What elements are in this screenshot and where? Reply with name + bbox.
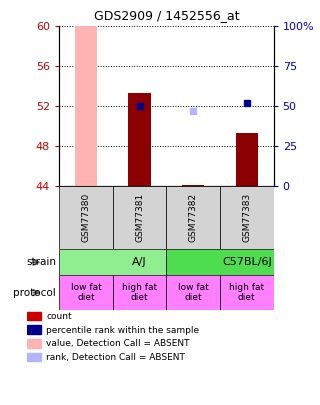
Title: GDS2909 / 1452556_at: GDS2909 / 1452556_at <box>93 9 239 22</box>
Bar <box>166 249 274 275</box>
Text: C57BL/6J: C57BL/6J <box>222 257 272 267</box>
Text: value, Detection Call = ABSENT: value, Detection Call = ABSENT <box>46 339 190 348</box>
Text: low fat
diet: low fat diet <box>178 283 209 302</box>
Text: GSM77382: GSM77382 <box>189 193 198 242</box>
Bar <box>59 186 113 249</box>
Bar <box>27 325 41 334</box>
Text: low fat
diet: low fat diet <box>71 283 101 302</box>
Bar <box>113 186 166 249</box>
Bar <box>166 186 220 249</box>
Text: strain: strain <box>26 257 56 267</box>
Text: protocol: protocol <box>13 288 56 298</box>
Bar <box>128 93 151 186</box>
Text: GSM77381: GSM77381 <box>135 193 144 242</box>
Bar <box>59 275 113 310</box>
Text: GSM77383: GSM77383 <box>242 193 251 242</box>
Text: high fat
diet: high fat diet <box>122 283 157 302</box>
Bar <box>113 275 166 310</box>
Text: count: count <box>46 312 72 321</box>
Bar <box>236 133 258 186</box>
Text: percentile rank within the sample: percentile rank within the sample <box>46 326 199 335</box>
Bar <box>182 185 204 186</box>
Bar <box>59 249 166 275</box>
Text: high fat
diet: high fat diet <box>229 283 264 302</box>
Bar <box>220 186 274 249</box>
Bar <box>27 339 41 348</box>
Bar <box>166 275 220 310</box>
Bar <box>220 275 274 310</box>
Text: A/J: A/J <box>132 257 147 267</box>
Text: rank, Detection Call = ABSENT: rank, Detection Call = ABSENT <box>46 353 185 362</box>
Text: GSM77380: GSM77380 <box>82 193 91 242</box>
Bar <box>75 26 97 186</box>
Bar <box>27 312 41 320</box>
Bar <box>27 353 41 362</box>
